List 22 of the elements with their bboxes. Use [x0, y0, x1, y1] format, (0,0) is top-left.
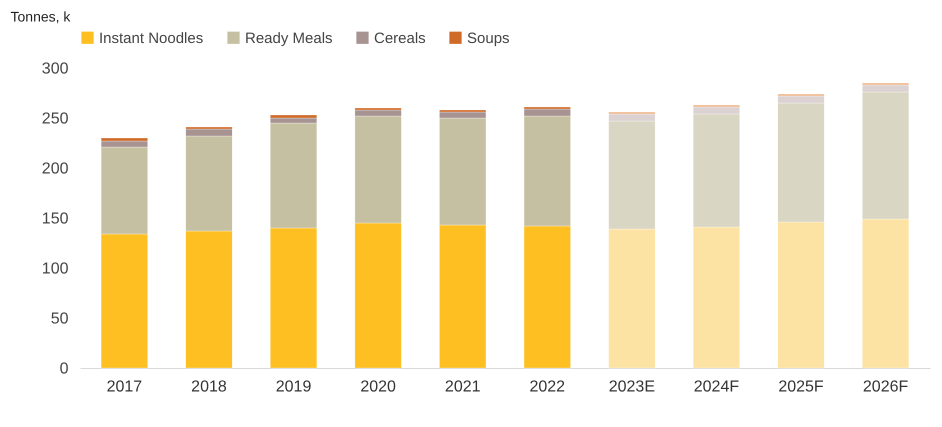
legend-label: Instant Noodles [99, 30, 204, 47]
x-tick-label: 2023E [608, 378, 655, 396]
x-tick-label: 2020 [360, 378, 396, 396]
x-tick-label: 2018 [191, 378, 227, 396]
legend-label: Soups [467, 30, 510, 47]
y-tick-label: 100 [42, 260, 69, 278]
y-tick-label: 250 [42, 110, 69, 128]
x-tick-label: 2019 [276, 378, 312, 396]
x-tick-label: 2024F [694, 378, 740, 396]
y-axis-title: Tonnes, k [10, 8, 72, 24]
x-tick-label: 2025F [778, 378, 824, 396]
x-tick-label: 2017 [106, 378, 142, 396]
legend-label: Ready Meals [245, 30, 333, 47]
x-tick-label: 2021 [444, 378, 481, 396]
legend-label: Cereals [374, 30, 426, 47]
y-tick-label: 200 [42, 160, 69, 178]
y-tick-label: 50 [50, 310, 69, 328]
y-tick-label: 0 [60, 360, 69, 378]
y-tick-label: 150 [42, 210, 69, 228]
y-tick-label: 300 [42, 60, 69, 78]
x-tick-label: 2022 [529, 378, 566, 396]
x-tick-label: 2026F [862, 378, 909, 396]
